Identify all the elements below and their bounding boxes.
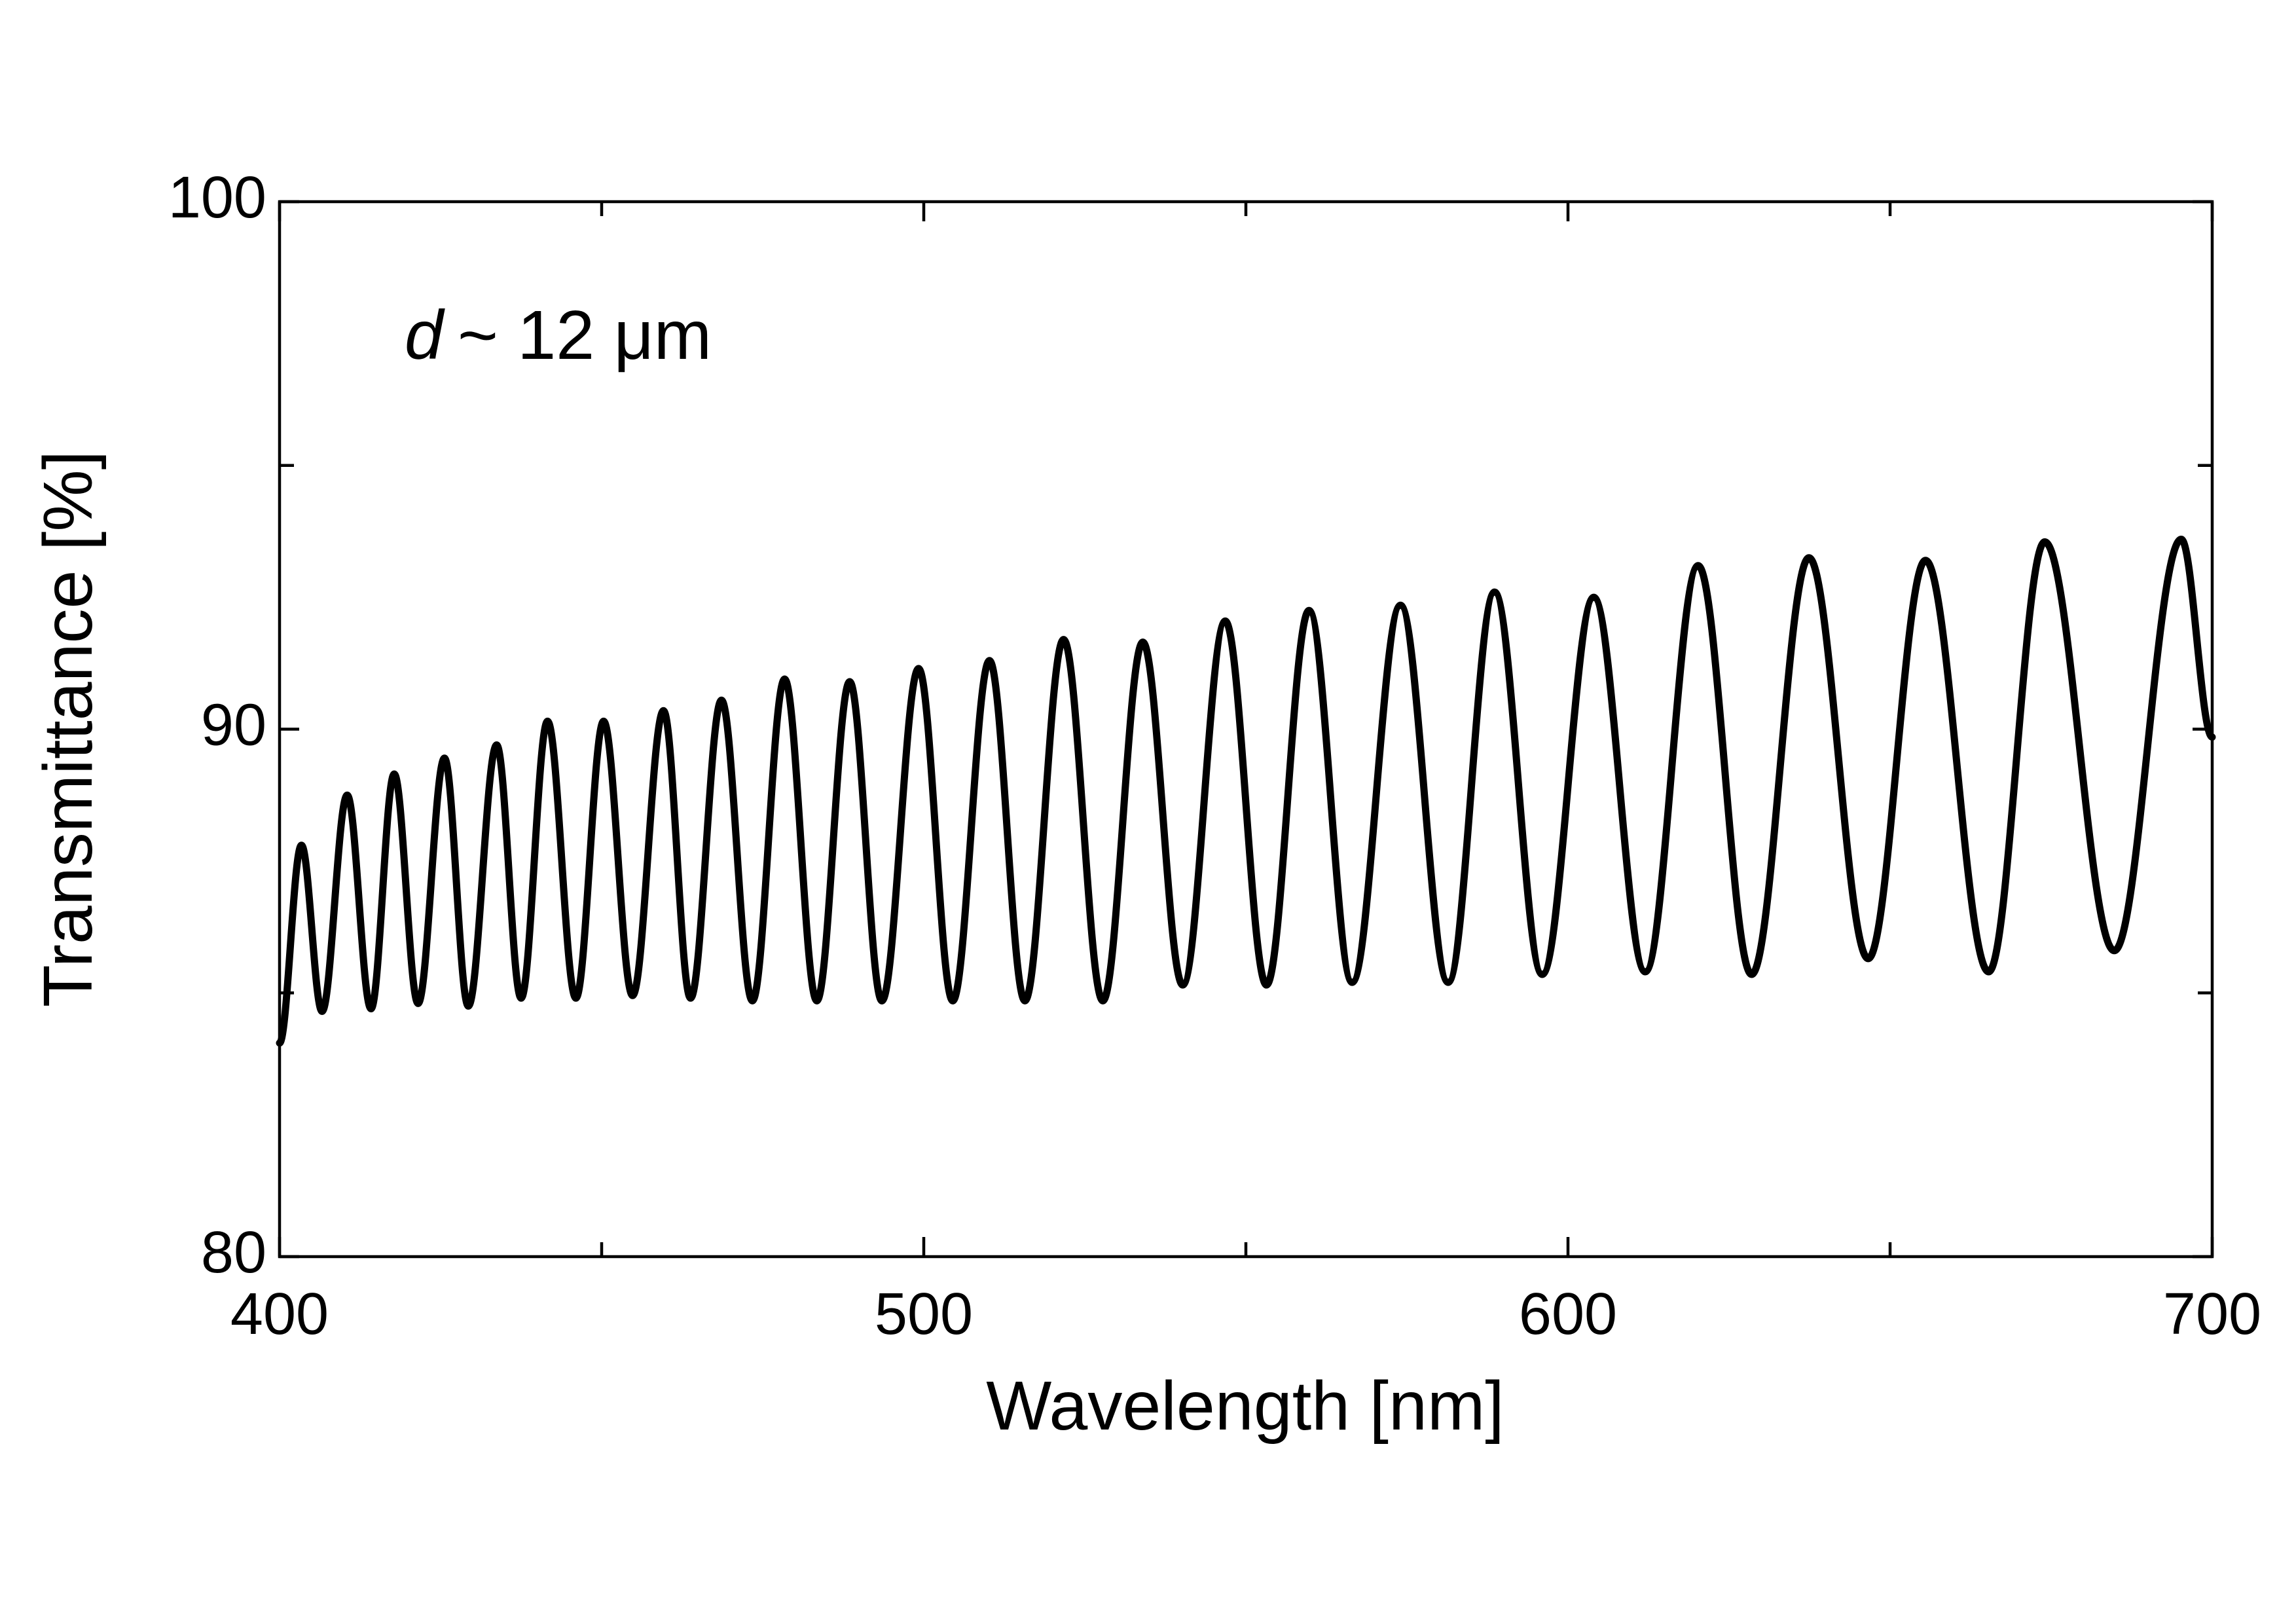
x-tick-label: 700 (2163, 1282, 2261, 1347)
x-axis-title: Wavelength [nm] (986, 1367, 1504, 1445)
y-tick-label: 100 (168, 165, 266, 231)
x-tick-label: 400 (230, 1282, 329, 1347)
annotation-text: ~ 12 μm (458, 297, 712, 374)
y-tick-label: 90 (201, 692, 266, 758)
data-line (276, 536, 2216, 1047)
y-axis-title: Transmittance [%] (29, 451, 107, 1007)
x-tick-label: 500 (875, 1282, 973, 1347)
x-tick-label: 600 (1519, 1282, 1617, 1347)
annotation: d ~ 12 μm (405, 297, 712, 374)
plot-frame (278, 200, 2214, 1259)
y-tick-label: 80 (201, 1220, 266, 1285)
annotation-variable: d (405, 297, 445, 374)
